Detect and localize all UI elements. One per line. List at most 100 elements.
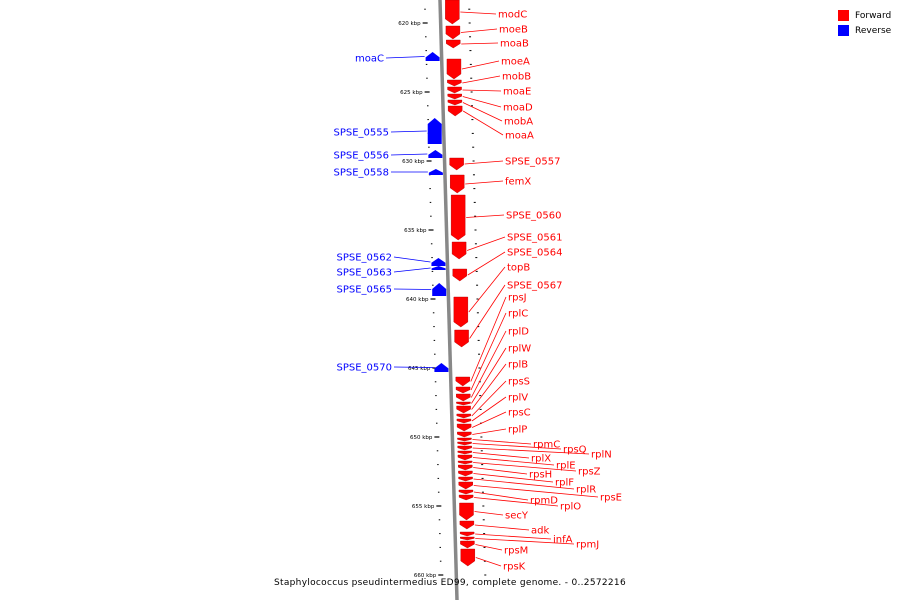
- forward-gene-label: rplF: [555, 478, 574, 489]
- forward-gene-leader: [474, 524, 530, 531]
- forward-gene-leader: [460, 28, 498, 33]
- axis-minor-dot: [472, 174, 475, 176]
- forward-gene-leader: [472, 428, 507, 435]
- forward-gene-leader: [474, 511, 504, 516]
- backbone: [438, 0, 459, 600]
- axis-minor-dot: [424, 22, 427, 24]
- axis-minor-dot: [440, 574, 442, 576]
- forward-gene-arrow: [447, 99, 463, 106]
- forward-gene-arrow: [455, 376, 471, 387]
- axis-minor-dot: [483, 533, 486, 535]
- forward-gene-arrow: [459, 531, 475, 537]
- axis-minor-dot: [425, 50, 427, 52]
- axis-tick-label: 620 kbp: [398, 21, 421, 27]
- forward-gene-leader: [473, 467, 528, 475]
- axis-minor-dot: [474, 215, 477, 217]
- forward-gene-label: modC: [498, 10, 527, 21]
- axis-minor-dot: [482, 505, 485, 507]
- forward-gene-label: rpmC: [533, 440, 560, 451]
- axis-minor-dot: [472, 146, 475, 148]
- axis-minor-dot: [468, 22, 471, 24]
- axis-minor-dot: [425, 36, 427, 38]
- forward-gene-arrow: [445, 25, 461, 40]
- reverse-gene-leader: [385, 56, 425, 59]
- forward-gene-arrow: [456, 405, 471, 414]
- forward-gene-label: rpsJ: [508, 293, 527, 304]
- forward-gene-leader: [475, 533, 552, 540]
- reverse-gene-leader: [393, 288, 432, 290]
- axis-minor-dot: [432, 298, 434, 300]
- forward-gene-arrow: [445, 0, 460, 25]
- forward-gene-label: rpmJ: [576, 540, 599, 551]
- reverse-gene-leader: [390, 153, 428, 156]
- forward-gene-label: rpsE: [600, 493, 622, 504]
- forward-gene-arrow: [450, 194, 466, 241]
- forward-gene-arrow: [457, 460, 473, 465]
- axis-minor-dot: [438, 519, 441, 521]
- reverse-gene-leader: [393, 366, 434, 368]
- forward-gene-arrow: [458, 470, 473, 477]
- axis-minor-dot: [472, 160, 475, 162]
- forward-gene-label: rplR: [576, 485, 596, 496]
- forward-gene-leader: [462, 96, 502, 108]
- axis-minor-dot: [439, 533, 441, 535]
- forward-gene-arrow: [456, 418, 472, 424]
- legend: Forward Reverse: [838, 8, 891, 38]
- axis-minor-dot: [435, 408, 438, 410]
- axis-minor-dot: [484, 574, 487, 576]
- axis-minor-dot: [425, 63, 428, 65]
- forward-gene-leader: [466, 236, 506, 251]
- axis-minor-dot: [479, 395, 482, 397]
- forward-gene-leader: [469, 284, 506, 339]
- axis-minor-dot: [431, 257, 433, 259]
- forward-gene-arrow: [460, 540, 475, 549]
- axis-minor-dot: [470, 91, 473, 93]
- forward-gene-arrow: [456, 393, 471, 402]
- axis-minor-dot: [471, 119, 474, 121]
- forward-gene-arrow: [456, 423, 472, 432]
- forward-gene-leader: [461, 60, 500, 70]
- reverse-gene-leader: [393, 256, 431, 263]
- forward-gene-arrow: [460, 548, 475, 567]
- reverse-genes: moaC SPSE_0555 SPSE_0556 SPSE_0558 SPSE_0562…: [334, 52, 449, 374]
- axis-minor-dot: [478, 353, 481, 355]
- axis-minor-dot: [475, 257, 478, 259]
- axis-tick-label: 645 kbp: [408, 366, 431, 372]
- reverse-gene-arrow: [431, 266, 446, 270]
- axis-minor-dot: [481, 464, 484, 466]
- forward-gene-leader: [471, 411, 507, 428]
- forward-gene-label: rpsS: [508, 377, 530, 388]
- reverse-gene-label: SPSE_0556: [334, 151, 390, 162]
- forward-gene-leader: [470, 330, 507, 398]
- forward-gene-label: rplN: [591, 450, 612, 461]
- axis-minor-dot: [432, 284, 434, 286]
- forward-gene-leader: [475, 538, 575, 545]
- reverse-gene-label: SPSE_0563: [337, 268, 393, 279]
- forward-gene-arrow: [451, 241, 467, 260]
- forward-gene-label: rplW: [508, 344, 531, 355]
- forward-gene-arrow: [447, 105, 463, 117]
- forward-gene-arrow: [447, 86, 462, 94]
- forward-gene-label: mobB: [502, 72, 531, 83]
- forward-gene-leader: [461, 42, 499, 45]
- forward-gene-leader: [473, 473, 554, 483]
- forward-gene-label: infA: [553, 535, 573, 546]
- forward-gene-label: rplD: [508, 327, 529, 338]
- forward-gene-leader: [472, 452, 530, 459]
- forward-gene-arrow: [458, 494, 474, 501]
- reverse-gene-arrow: [434, 363, 449, 372]
- axis-minor-dot: [429, 188, 431, 190]
- forward-gene-arrow: [458, 489, 474, 495]
- axis-minor-dot: [436, 436, 438, 438]
- forward-gene-leader: [471, 396, 507, 422]
- axis-minor-dot: [438, 505, 440, 507]
- forward-gene-arrow: [456, 401, 471, 406]
- axis-minor-dot: [428, 160, 431, 162]
- reverse-gene-arrow: [425, 52, 440, 61]
- axis-tick-label: 650 kbp: [410, 435, 433, 441]
- axis-minor-dot: [482, 519, 485, 521]
- axis-minor-dot: [430, 243, 433, 245]
- axis-tick-label: 660 kbp: [414, 573, 437, 579]
- axis-tick-label: 630 kbp: [402, 159, 425, 165]
- axis-tick-label: 625 kbp: [400, 90, 423, 96]
